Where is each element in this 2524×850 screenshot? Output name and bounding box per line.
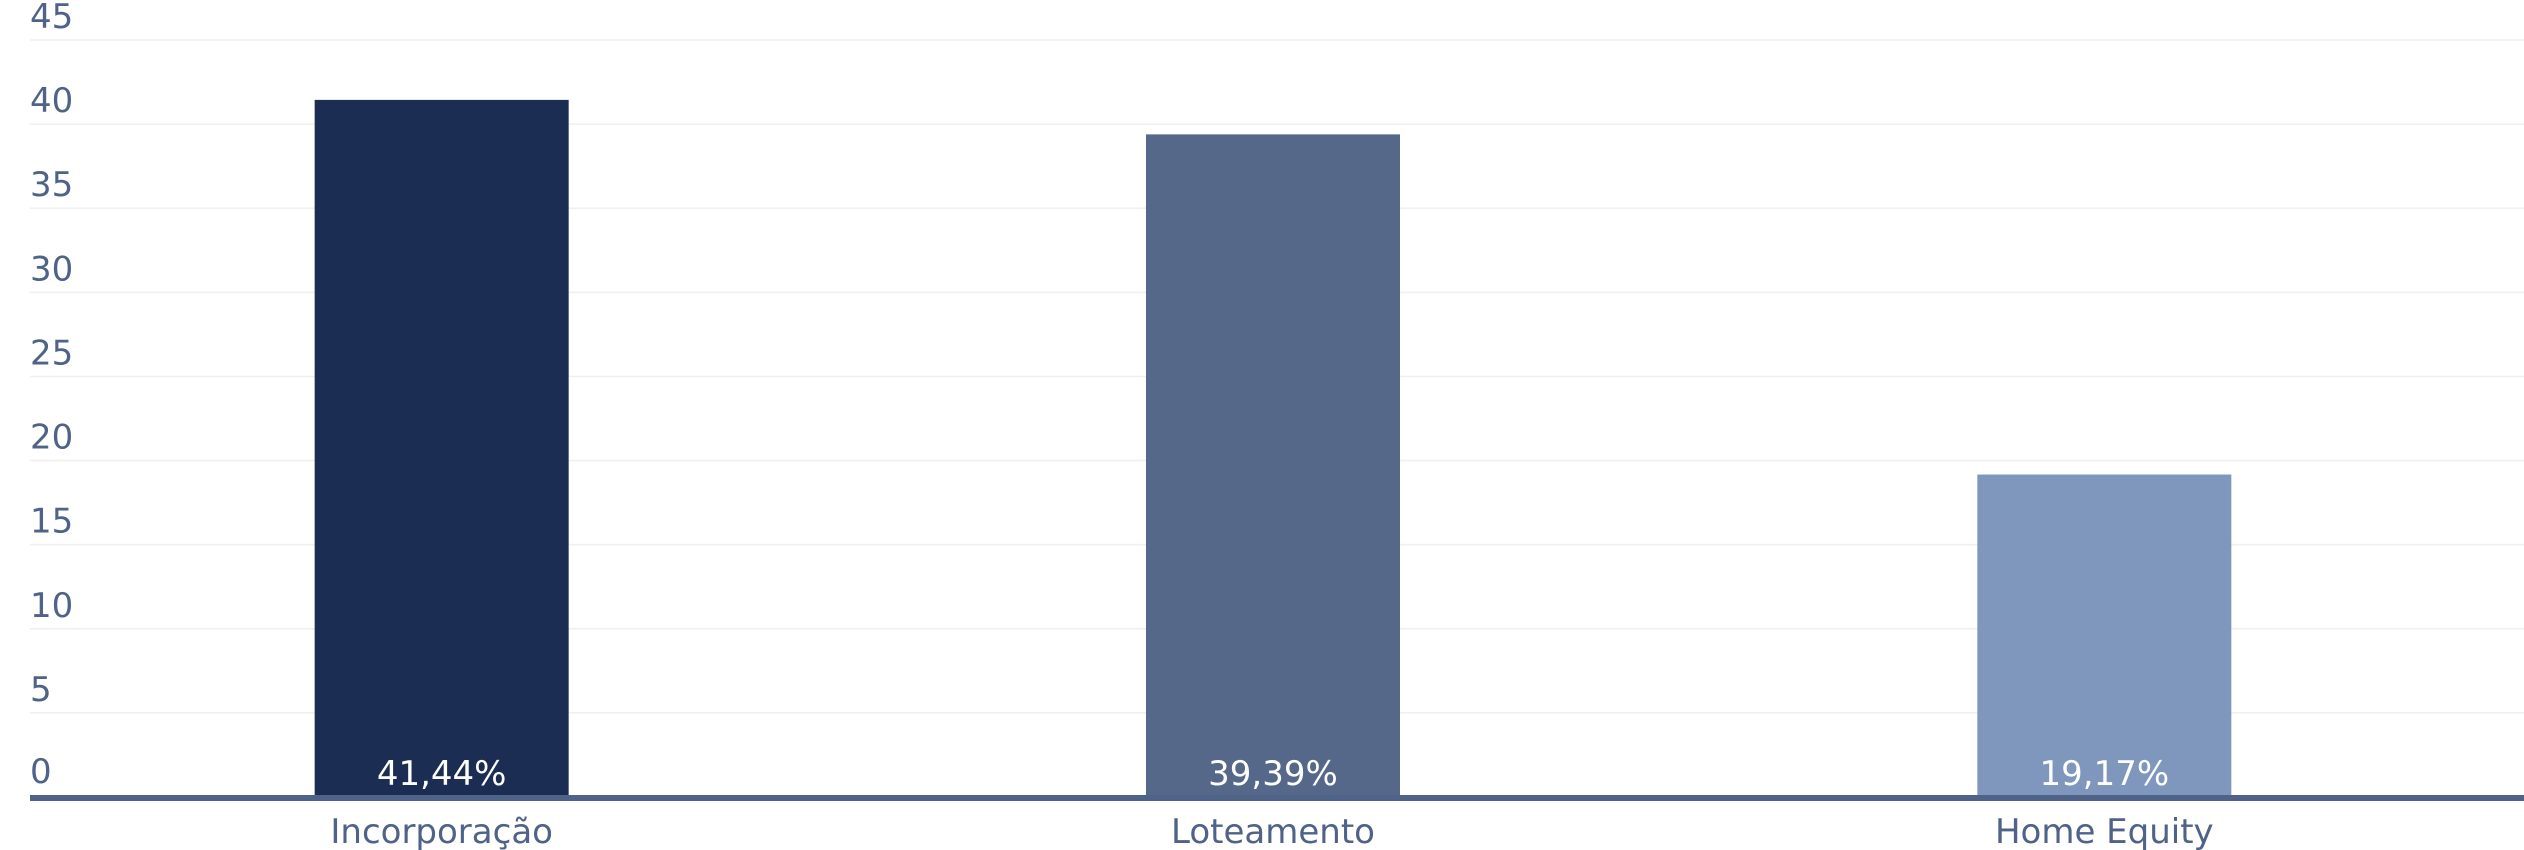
y-tick-label-40: 40 <box>30 81 73 121</box>
x-category-label: Home Equity <box>1995 812 2214 850</box>
x-category-label: Loteamento <box>1171 812 1375 850</box>
x-category-label: Incorporação <box>330 812 553 850</box>
y-tick-label-5: 5 <box>30 670 52 710</box>
y-tick-label-20: 20 <box>30 418 73 458</box>
y-tick-label-15: 15 <box>30 502 73 542</box>
y-tick-label-0: 0 <box>30 752 52 792</box>
y-tick-label-45: 45 <box>30 0 73 37</box>
bars <box>314 99 2232 798</box>
bar-incorpora-o <box>314 99 569 798</box>
y-tick-label-25: 25 <box>30 333 73 373</box>
x-axis-category-labels: Incorporação Loteamento Home Equity <box>330 812 2213 850</box>
bar-home-equity <box>1977 474 2232 797</box>
y-tick-label-35: 35 <box>30 165 73 205</box>
y-tick-label-10: 10 <box>30 586 73 626</box>
bar-value-labels: 41,44% 39,39% 19,17% <box>377 754 2169 794</box>
bar-value-label: 39,39% <box>1208 754 1338 794</box>
bar-value-label: 41,44% <box>377 754 507 794</box>
bar-loteamento <box>1146 134 1400 797</box>
bar-value-label: 19,17% <box>2040 754 2170 794</box>
y-axis-ticks: 0 5 10 15 20 25 30 35 40 45 <box>30 0 73 792</box>
y-tick-label-30: 30 <box>30 249 73 289</box>
